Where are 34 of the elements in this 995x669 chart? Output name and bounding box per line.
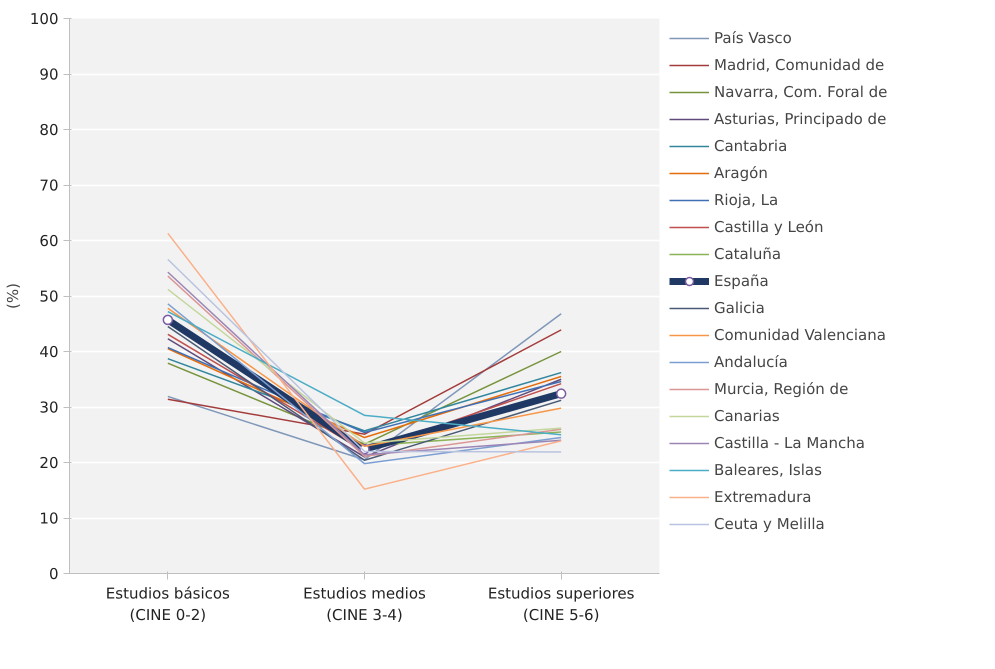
legend-label: Asturias, Principado de	[714, 110, 886, 128]
y-tick-label: 90	[39, 66, 59, 84]
legend-label: Murcia, Región de	[714, 380, 848, 398]
legend-label: Andalucía	[714, 353, 788, 371]
legend-label: España	[714, 272, 769, 290]
legend-label: Comunidad Valenciana	[714, 326, 886, 344]
x-tick-label: Estudios medios (CINE 3-4)	[303, 584, 426, 624]
legend-label: Navarra, Com. Foral de	[714, 83, 888, 101]
y-tick-label: 20	[39, 454, 59, 472]
legend-label: País Vasco	[714, 29, 792, 47]
legend-label: Canarias	[714, 407, 780, 425]
legend-label: Extremadura	[714, 488, 812, 506]
legend-label: Baleares, Islas	[714, 461, 822, 479]
legend-label: Ceuta y Melilla	[714, 515, 825, 533]
legend-label: Cataluña	[714, 245, 782, 263]
y-tick-label: 100	[30, 10, 59, 28]
legend-label: Cantabria	[714, 137, 788, 155]
y-tick-label: 60	[39, 232, 59, 250]
legend-label: Aragón	[714, 164, 768, 182]
legend-label: Madrid, Comunidad de	[714, 56, 884, 74]
y-tick-label: 70	[39, 176, 59, 194]
legend-label: Galicia	[714, 299, 765, 317]
x-tick-label: Estudios superiores (CINE 5-6)	[488, 584, 635, 624]
legend-label: Castilla - La Mancha	[714, 434, 865, 452]
legend-label: Rioja, La	[714, 191, 778, 209]
y-tick-label: 40	[39, 343, 59, 361]
y-tick-label: 10	[39, 510, 59, 528]
y-tick-label: 0	[48, 565, 59, 583]
y-tick-label: 50	[39, 288, 59, 306]
legend-label: Castilla y León	[714, 218, 824, 236]
x-tick-label: Estudios básicos (CINE 0-2)	[106, 584, 230, 624]
y-axis-title: (%)	[4, 283, 22, 309]
y-tick-label: 30	[39, 398, 59, 416]
y-tick-label: 80	[39, 121, 59, 139]
